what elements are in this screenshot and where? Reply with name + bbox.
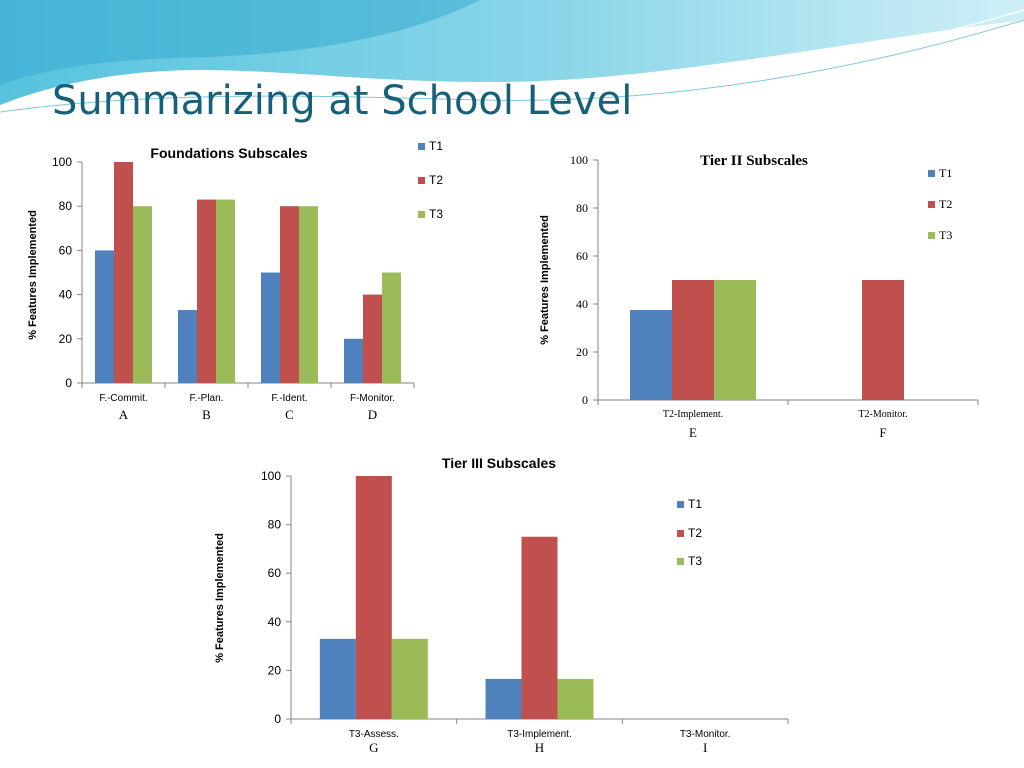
- bar-t3-1: [133, 206, 152, 383]
- y-tick-label: 60: [576, 249, 588, 263]
- y-tick-label: 100: [261, 469, 281, 483]
- y-tick-label: 20: [268, 663, 282, 677]
- category-annotation: B: [202, 407, 211, 422]
- legend-label-t3: T3: [939, 228, 952, 242]
- bar-t1-1: [95, 250, 114, 383]
- y-tick-label: 0: [65, 376, 72, 390]
- y-tick-label: 80: [576, 201, 588, 215]
- y-tick-label: 40: [268, 615, 282, 629]
- bar-t3-2: [557, 678, 594, 719]
- legend-label-t2: T2: [429, 173, 443, 187]
- x-tick-label: T3-Monitor.: [680, 729, 731, 740]
- y-tick-label: 60: [268, 566, 282, 580]
- x-tick-label: F.-Plan.: [190, 393, 224, 404]
- bar-t1-3: [261, 272, 280, 383]
- bar-t2-2: [862, 280, 904, 400]
- category-annotation: C: [285, 407, 294, 422]
- legend-label-t1: T1: [429, 139, 443, 153]
- legend-label-t3: T3: [429, 207, 443, 221]
- decorative-banner: [0, 0, 1024, 113]
- bar-t2-1: [355, 476, 392, 719]
- bar-t2-1: [114, 162, 133, 383]
- chart-foundations-subscales: Foundations Subscales % Features Implemen…: [14, 135, 484, 425]
- legend-label-t2: T2: [939, 197, 952, 211]
- legend-swatch-t2: [677, 530, 684, 537]
- y-tick-label: 40: [59, 288, 73, 302]
- x-tick-label: F-Monitor.: [350, 393, 395, 404]
- category-annotation: E: [689, 425, 697, 440]
- y-tick-label: 40: [576, 297, 588, 311]
- y-tick-label: 60: [59, 243, 73, 257]
- y-tick-label: 0: [582, 393, 588, 407]
- category-annotation: H: [535, 740, 544, 755]
- legend-label-t3: T3: [688, 554, 702, 568]
- bar-t3-4: [382, 272, 401, 383]
- bar-t2-4: [363, 294, 382, 383]
- chart-title: Foundations Subscales: [150, 145, 307, 161]
- bar-t3-1: [391, 638, 428, 719]
- bar-t2-3: [280, 206, 299, 383]
- y-axis-label: % Features Implemented: [27, 210, 39, 340]
- x-tick-label: T2-Monitor.: [858, 409, 907, 420]
- chart-title: Tier II Subscales: [700, 153, 808, 169]
- bar-t2-1: [672, 280, 714, 400]
- legend-swatch-t2: [418, 177, 425, 184]
- y-tick-label: 80: [59, 199, 73, 213]
- category-annotation: G: [369, 740, 378, 755]
- legend-label-t2: T2: [688, 526, 702, 540]
- x-tick-label: F.-Ident.: [271, 393, 307, 404]
- x-tick-label: F.-Commit.: [99, 393, 147, 404]
- bar-t2-2: [197, 199, 216, 383]
- bar-t1-2: [178, 310, 197, 383]
- bar-t3-3: [299, 206, 318, 383]
- category-annotation: I: [703, 740, 707, 755]
- bar-t1-4: [344, 338, 363, 383]
- bar-t1-1: [630, 310, 672, 400]
- legend-swatch-t1: [418, 143, 425, 150]
- legend-swatch-t2: [928, 201, 935, 208]
- category-annotation: F: [879, 425, 886, 440]
- bar-t3-1: [714, 280, 756, 400]
- legend-swatch-t3: [418, 211, 425, 218]
- y-tick-label: 100: [52, 155, 72, 169]
- chart-tier-iii-subscales: Tier III Subscales % Features Implemented…: [205, 448, 805, 766]
- y-tick-label: 0: [274, 712, 281, 726]
- slide-title: Summarizing at School Level: [52, 78, 633, 124]
- legend-swatch-t3: [677, 558, 684, 565]
- legend-label-t1: T1: [688, 497, 702, 511]
- category-annotation: D: [368, 407, 377, 422]
- bar-t3-2: [216, 199, 235, 383]
- y-tick-label: 20: [59, 332, 73, 346]
- x-tick-label: T2-Implement.: [663, 409, 723, 420]
- legend-label-t1: T1: [939, 166, 952, 180]
- y-tick-label: 20: [576, 345, 588, 359]
- x-tick-label: T3-Assess.: [349, 729, 399, 740]
- y-axis-label: % Features Implemented: [539, 215, 551, 345]
- bar-t1-2: [485, 678, 522, 719]
- legend-swatch-t1: [677, 501, 684, 508]
- legend-swatch-t1: [928, 170, 935, 177]
- chart-title: Tier III Subscales: [442, 455, 556, 471]
- y-tick-label: 100: [570, 153, 588, 167]
- bar-t2-2: [521, 536, 558, 719]
- y-axis-label: % Features Implemented: [214, 533, 226, 663]
- x-tick-label: T3-Implement.: [507, 729, 571, 740]
- chart-tier-ii-subscales: Tier II Subscales % Features Implemented 0…: [528, 140, 1018, 450]
- legend-swatch-t3: [928, 232, 935, 239]
- bar-t1-1: [319, 638, 356, 719]
- category-annotation: A: [119, 407, 129, 422]
- y-tick-label: 80: [268, 518, 282, 532]
